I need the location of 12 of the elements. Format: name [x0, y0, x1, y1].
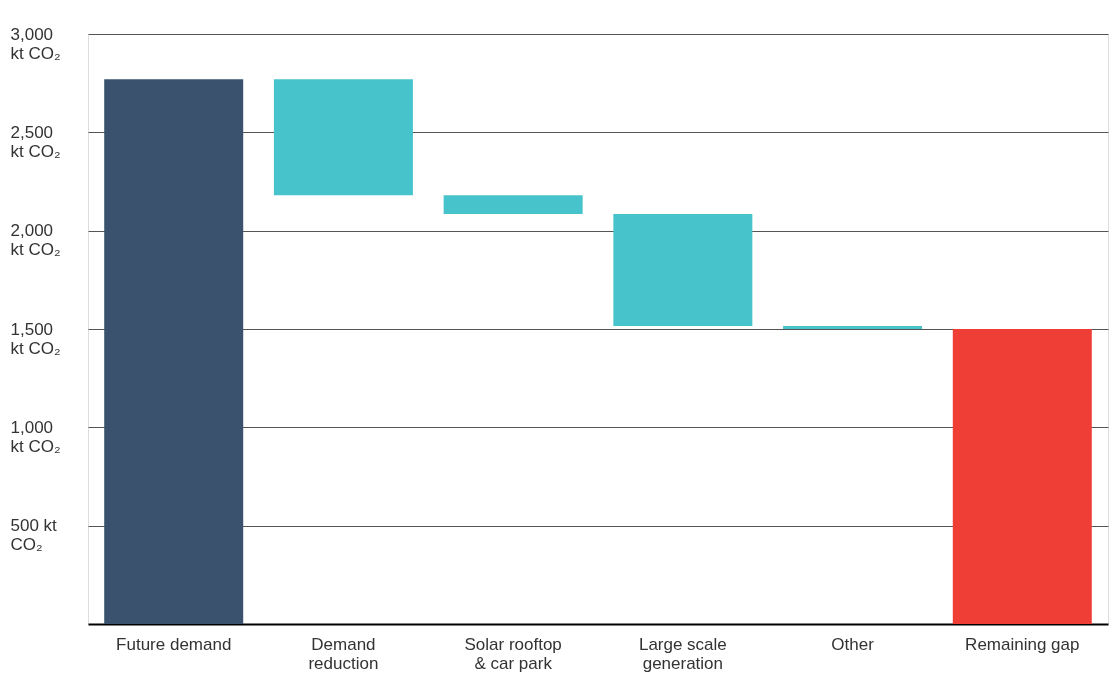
x-tick-label: Large scale generation — [638, 634, 727, 673]
x-tick-label: Future demand — [116, 634, 232, 654]
y-tick-label: 2,000 kt CO₂ — [10, 221, 61, 260]
x-tick-label: Demand reduction — [308, 634, 379, 673]
y-tick-label: 2,500 kt CO₂ — [10, 122, 61, 161]
x-tick-label: Other — [831, 634, 875, 654]
y-tick-label: 1,000 kt CO₂ — [10, 417, 61, 456]
y-tick-label: 3,000 kt CO₂ — [10, 24, 61, 63]
x-tick-label: Remaining gap — [965, 634, 1080, 654]
y-tick-label: 500 kt CO₂ — [10, 516, 58, 555]
x-tick-label: Solar rooftop & car park — [464, 634, 562, 673]
y-tick-label: 1,500 kt CO₂ — [10, 319, 61, 358]
